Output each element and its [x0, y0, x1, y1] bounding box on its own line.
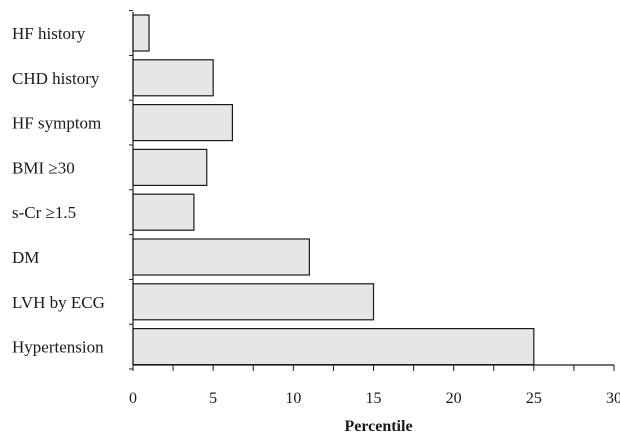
bar-hypertension — [132, 328, 535, 366]
x-tick-label: 10 — [285, 390, 301, 407]
category-label-chd-history: CHD history — [12, 69, 100, 88]
category-label-s-cr-1-5: s-Cr ≥1.5 — [12, 203, 76, 222]
bar-s-cr-1-5 — [132, 193, 195, 231]
bars-group — [132, 14, 535, 366]
x-axis-tick-labels: 0 5 10 15 20 25 30 — [129, 390, 620, 407]
category-label-hypertension: Hypertension — [12, 338, 104, 357]
bar-chd-history — [132, 59, 214, 97]
category-label-hf-history: HF history — [12, 24, 86, 43]
bar-hf-history — [132, 14, 150, 52]
x-tick-label: 15 — [366, 390, 382, 407]
bar-dm — [132, 238, 310, 276]
category-labels: HF history CHD history HF symptom BMI ≥30 s-… — [12, 24, 105, 357]
x-tick-label: 5 — [209, 390, 217, 407]
bar-bmi-30 — [132, 148, 208, 186]
y-axis-ticks — [129, 10, 133, 370]
bar-lvh-by-ecg — [132, 283, 375, 321]
x-axis-title: Percentile — [344, 418, 412, 435]
category-label-dm: DM — [12, 248, 39, 267]
category-label-hf-symptom: HF symptom — [12, 114, 101, 133]
x-tick-label: 25 — [526, 390, 542, 407]
x-tick-label: 30 — [606, 390, 620, 407]
x-axis-ticks — [132, 365, 615, 371]
bar-hf-symptom — [132, 103, 234, 142]
category-label-lvh-by-ecg: LVH by ECG — [12, 293, 105, 312]
x-tick-label: 0 — [129, 390, 137, 407]
x-tick-label: 20 — [446, 390, 462, 407]
category-label-bmi-30: BMI ≥30 — [12, 158, 75, 177]
